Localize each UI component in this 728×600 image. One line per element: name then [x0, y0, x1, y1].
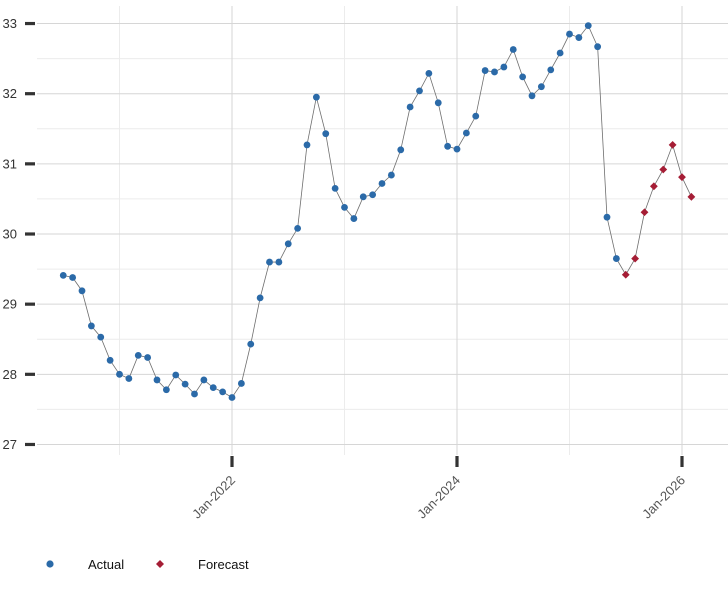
- legend-item-forecast[interactable]: Forecast: [156, 557, 249, 572]
- actual-point[interactable]: [491, 68, 498, 76]
- series-connector-line: [63, 24, 692, 399]
- actual-point[interactable]: [134, 351, 142, 359]
- actual-point[interactable]: [528, 92, 536, 100]
- actual-point[interactable]: [303, 141, 311, 149]
- major-gridlines: [37, 6, 728, 455]
- actual-point[interactable]: [275, 258, 283, 266]
- actual-point[interactable]: [153, 376, 161, 384]
- actual-point[interactable]: [69, 274, 77, 281]
- actual-point[interactable]: [237, 380, 245, 387]
- actual-point[interactable]: [294, 224, 302, 232]
- actual-point[interactable]: [228, 394, 236, 401]
- y-tick-label: 32: [3, 86, 17, 101]
- actual-point[interactable]: [87, 322, 95, 330]
- forecast-point[interactable]: [621, 270, 630, 279]
- actual-point[interactable]: [331, 185, 339, 192]
- x-tick-label: Jan-2026: [639, 473, 688, 522]
- actual-point[interactable]: [144, 354, 152, 361]
- actual-point[interactable]: [369, 191, 377, 199]
- actual-point[interactable]: [603, 213, 611, 221]
- series-forecast: [621, 141, 696, 279]
- y-tick-label: 29: [3, 297, 17, 312]
- series-points: [59, 22, 696, 401]
- legend-actual-label: Actual: [88, 557, 124, 572]
- x-tick-label: Jan-2022: [189, 473, 238, 522]
- y-tick-label: 33: [3, 16, 17, 31]
- y-tick-label: 27: [3, 437, 17, 452]
- forecast-point[interactable]: [687, 192, 696, 201]
- series-lines: [63, 24, 692, 399]
- actual-point[interactable]: [519, 73, 527, 81]
- x-tick-label: Jan-2024: [414, 473, 463, 522]
- actual-point[interactable]: [416, 87, 423, 95]
- forecast-point[interactable]: [678, 173, 686, 182]
- actual-point[interactable]: [341, 203, 348, 211]
- actual-point[interactable]: [406, 103, 414, 111]
- actual-point[interactable]: [181, 380, 189, 388]
- actual-point[interactable]: [312, 93, 320, 101]
- actual-point[interactable]: [162, 386, 170, 394]
- actual-point[interactable]: [594, 43, 602, 51]
- actual-point[interactable]: [200, 376, 208, 384]
- actual-point[interactable]: [481, 67, 489, 74]
- actual-point[interactable]: [612, 255, 620, 262]
- actual-point[interactable]: [191, 390, 198, 398]
- legend-forecast-marker: [156, 560, 164, 568]
- actual-point[interactable]: [256, 294, 264, 302]
- y-axis: 27 28 29 30 31 32 33: [3, 16, 35, 452]
- actual-point[interactable]: [59, 272, 67, 279]
- actual-point[interactable]: [78, 287, 86, 295]
- actual-point[interactable]: [547, 66, 555, 74]
- actual-point[interactable]: [97, 333, 105, 341]
- actual-point[interactable]: [584, 22, 592, 30]
- forecast-point[interactable]: [649, 182, 658, 191]
- actual-point[interactable]: [575, 34, 583, 41]
- forecast-point[interactable]: [640, 208, 649, 217]
- actual-point[interactable]: [378, 180, 386, 187]
- actual-point[interactable]: [116, 370, 123, 378]
- actual-point[interactable]: [397, 146, 405, 154]
- x-axis: Jan-2022 Jan-2024 Jan-2026: [189, 456, 688, 521]
- actual-point[interactable]: [350, 215, 358, 222]
- y-tick-label: 31: [3, 156, 17, 171]
- actual-point[interactable]: [125, 375, 133, 382]
- legend-forecast-label: Forecast: [198, 557, 249, 572]
- legend: Actual Forecast: [46, 557, 249, 572]
- actual-point[interactable]: [387, 171, 395, 179]
- actual-point[interactable]: [556, 49, 564, 57]
- actual-point[interactable]: [472, 112, 480, 120]
- actual-point[interactable]: [284, 240, 292, 248]
- actual-point[interactable]: [444, 142, 452, 150]
- series-actual: [59, 22, 620, 401]
- actual-point[interactable]: [359, 193, 367, 201]
- forecast-point[interactable]: [668, 141, 677, 149]
- actual-point[interactable]: [247, 340, 255, 348]
- actual-point[interactable]: [500, 63, 508, 71]
- legend-actual-marker: [46, 560, 54, 568]
- actual-point[interactable]: [509, 46, 517, 53]
- minor-gridlines: [37, 6, 728, 455]
- legend-item-actual[interactable]: Actual: [46, 557, 124, 572]
- actual-point[interactable]: [453, 145, 461, 153]
- forecast-point[interactable]: [659, 165, 668, 174]
- actual-point[interactable]: [434, 99, 442, 107]
- forecast-point[interactable]: [631, 254, 640, 263]
- actual-point[interactable]: [425, 69, 433, 77]
- y-tick-label: 28: [3, 367, 17, 382]
- actual-point[interactable]: [209, 384, 217, 392]
- y-tick-label: 30: [3, 227, 17, 242]
- actual-point[interactable]: [322, 130, 330, 138]
- actual-point[interactable]: [266, 258, 273, 266]
- actual-point[interactable]: [219, 388, 227, 396]
- actual-point[interactable]: [462, 129, 470, 137]
- actual-point[interactable]: [566, 30, 573, 38]
- actual-point[interactable]: [537, 83, 545, 91]
- actual-point[interactable]: [106, 356, 114, 364]
- actual-point[interactable]: [172, 371, 180, 379]
